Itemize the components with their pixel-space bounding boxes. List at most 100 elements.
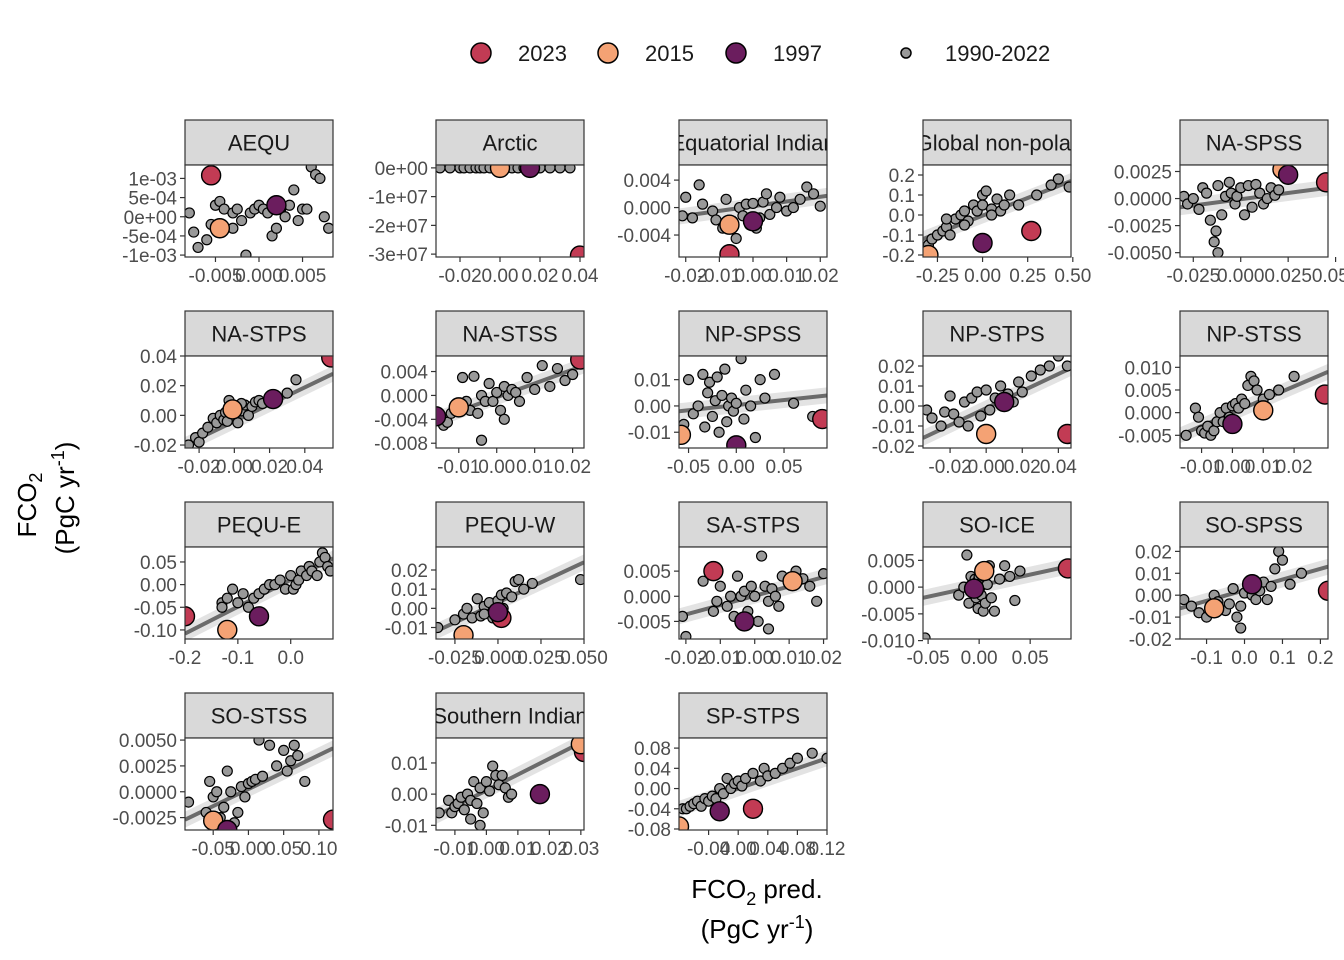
strip-background — [435, 501, 585, 548]
y-tick-label: -0.2 — [882, 246, 915, 267]
data-point — [706, 410, 719, 423]
y-tick-label: -0.04 — [628, 800, 672, 821]
data-point — [449, 614, 461, 626]
data-point — [980, 185, 992, 197]
panel-sa-stps: SA-STPS-0.0050.0000.005-0.02-0.010.000.0… — [617, 501, 842, 669]
data-point — [958, 205, 971, 217]
y-tick-label: 0.0000 — [1114, 190, 1172, 211]
x-tick-label: 0.00 — [718, 457, 755, 478]
legend-marker — [900, 47, 912, 59]
data-point — [202, 421, 214, 433]
x-tick-label: 0.00 — [216, 457, 253, 478]
y-tick-label: 0.00 — [634, 397, 671, 418]
data-point — [505, 788, 518, 800]
data-point — [998, 199, 1010, 211]
x-tick-label: 0.01 — [1245, 457, 1282, 478]
data-point — [1204, 214, 1216, 226]
data-point — [1284, 578, 1296, 590]
data-point — [211, 786, 223, 798]
x-tick-label: 0.00 — [1214, 457, 1251, 478]
x-tick-label: -0.2 — [169, 648, 202, 669]
highlight-point-1997 — [972, 232, 993, 254]
y-tick-label: 0.000 — [1124, 404, 1172, 425]
data-point — [1187, 192, 1199, 205]
highlight-point-2023 — [1057, 423, 1071, 445]
data-point — [740, 384, 752, 396]
x-tick-label: -0.1 — [221, 648, 254, 669]
plot-area — [923, 549, 1071, 639]
data-point — [730, 232, 742, 245]
y-tick-label: 0.005 — [623, 562, 671, 583]
y-tick-label: 0.00 — [634, 780, 671, 801]
highlight-point-2015 — [209, 218, 231, 239]
y-tick-label: -0.0025 — [1108, 217, 1172, 238]
y-tick-label: 0.01 — [391, 580, 428, 601]
y-tick-label: 0.00 — [878, 397, 915, 418]
data-point — [292, 749, 304, 762]
data-point — [985, 209, 998, 221]
data-point — [472, 407, 484, 419]
data-point — [985, 592, 997, 604]
highlight-point-2015 — [453, 624, 474, 639]
y-tick-label: 0.02 — [1135, 542, 1172, 563]
data-point — [263, 739, 276, 751]
x-tick-label: 0.12 — [809, 839, 846, 860]
data-point — [1004, 570, 1016, 583]
x-tick-label: 0.000 — [1217, 266, 1265, 287]
data-point — [204, 775, 216, 788]
highlight-point-2023 — [200, 165, 222, 186]
data-point — [711, 371, 723, 383]
data-point — [477, 807, 489, 819]
data-point — [1061, 360, 1071, 372]
data-point — [944, 390, 956, 402]
data-point — [1212, 179, 1224, 192]
data-point — [814, 200, 826, 212]
strip-background — [678, 501, 828, 548]
x-tick-label: -0.05 — [906, 648, 949, 669]
y-tick-label: 0.05 — [140, 553, 177, 574]
data-point — [682, 374, 695, 386]
x-tick-label: 0.2 — [1307, 648, 1333, 669]
plot-area — [436, 356, 584, 446]
highlight-point-2015 — [719, 214, 740, 235]
data-point — [544, 380, 556, 393]
legend-marker — [597, 42, 619, 64]
plot-area — [679, 179, 827, 257]
data-point — [483, 377, 495, 390]
y-tick-label: 0.000 — [623, 587, 671, 608]
x-tick-label: -0.025 — [428, 648, 482, 669]
highlight-point-1997 — [487, 601, 509, 623]
data-point — [458, 804, 470, 816]
strip-background — [678, 310, 828, 357]
data-point — [318, 211, 330, 223]
x-tick-label: -0.005 — [189, 266, 243, 287]
panel-border — [1179, 164, 1329, 258]
data-point — [483, 785, 496, 797]
data-point — [185, 207, 195, 219]
data-point — [487, 760, 499, 772]
data-point — [529, 383, 541, 396]
y-tick-label: 0.00 — [140, 406, 177, 427]
y-tick-label: 0.01 — [1135, 564, 1172, 585]
y-tick-label: -0.005 — [1118, 426, 1172, 447]
panel-so-spss: SO-SPSS -0.02-0.010.000.010.02 -0.1 0.0 0.1 0… — [1129, 501, 1334, 669]
data-point — [498, 413, 510, 425]
data-point — [1235, 622, 1247, 634]
x-tick-label: 0.0 — [1231, 648, 1257, 669]
highlight-point-2023 — [569, 245, 584, 257]
x-tick-label: 0.00 — [968, 457, 1005, 478]
data-point — [939, 406, 951, 418]
strip-label: Equatorial Indian — [670, 131, 835, 156]
data-point — [235, 214, 248, 227]
data-point — [281, 387, 293, 399]
highlight-point-1997 — [994, 391, 1015, 413]
highlight-point-1997 — [266, 195, 287, 216]
x-tick-label: 0.05 — [1012, 648, 1049, 669]
highlight-point-1997 — [963, 578, 985, 599]
x-title-line1: FCO2 pred. — [691, 874, 822, 909]
panel-global-non-polar: Global non-polar-0.2-0.10.00.10.2-0.25 0.… — [882, 119, 1091, 287]
y-axis-title: FCO2 (PgC yr-1) — [12, 442, 80, 555]
data-point — [436, 807, 445, 819]
panel-pequ-w: PEQU-W -0.010.000.010.02 -0.0250.0000.0250… — [385, 501, 608, 669]
